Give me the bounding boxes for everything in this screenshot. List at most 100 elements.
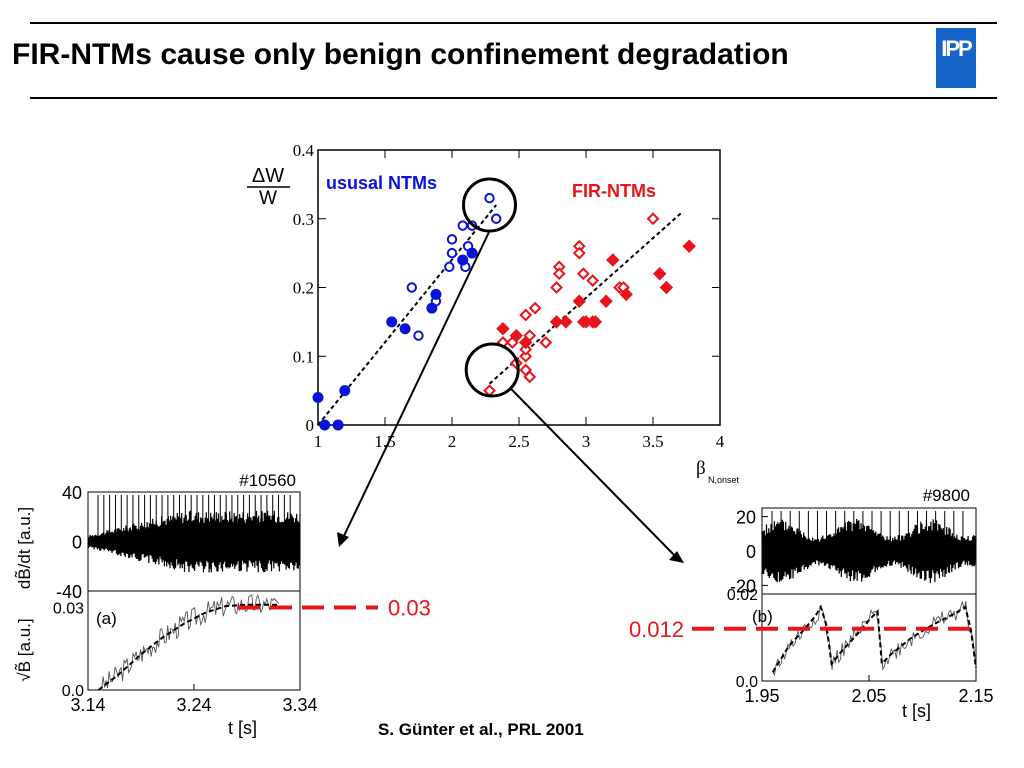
- ipp-logo: IPP: [936, 28, 976, 88]
- filled-diamond-point: [682, 239, 696, 253]
- top-y-tick-label: 0: [746, 542, 756, 562]
- y-axis-label-denominator: W: [259, 188, 277, 209]
- arrow-to-panel-a: [341, 230, 491, 541]
- top-y-tick-label: -40: [56, 582, 82, 602]
- amplitude-fit-curve: [97, 603, 279, 691]
- open-circle-point: [446, 234, 458, 245]
- highlight-circle: [464, 342, 520, 398]
- x-tick-label: 2.5: [508, 432, 529, 451]
- bottom-y-tick-label: 0.03: [53, 601, 84, 618]
- open-circle-point: [466, 220, 478, 231]
- x-axis-label-beta: β: [696, 458, 706, 479]
- open-diamond-point: [496, 336, 510, 349]
- filled-diamond-point: [588, 315, 603, 329]
- bottom-y-tick-label: 0.0: [62, 683, 84, 700]
- filled-circle-point: [466, 247, 478, 259]
- open-circle-point: [446, 247, 458, 259]
- highlight-circle: [462, 177, 518, 233]
- y-tick-label: 0.1: [293, 347, 314, 366]
- fluctuation-trace: [87, 510, 301, 573]
- x-tick-label: 3.24: [176, 695, 211, 715]
- y-tick-label: 0.3: [293, 210, 314, 229]
- filled-diamond-point: [599, 294, 613, 308]
- open-circle-point: [484, 192, 495, 204]
- y-tick-label: 0.4: [293, 141, 315, 160]
- x-tick-label: 2: [448, 432, 457, 451]
- top-panel-frame: [87, 491, 301, 592]
- open-diamond-point: [519, 342, 533, 356]
- arrow-to-panel-b: [509, 387, 679, 560]
- filled-diamond-point: [572, 294, 587, 308]
- panel-b-xlabel: t [s]: [902, 701, 931, 721]
- open-diamond-point: [519, 308, 533, 322]
- x-tick-label: 3.14: [70, 695, 105, 715]
- open-diamond-point: [505, 336, 519, 349]
- open-circle-point: [444, 261, 455, 273]
- filled-diamond-point: [619, 287, 633, 302]
- x-tick-label: 1: [314, 432, 323, 451]
- scatter-plot-frame: [317, 149, 721, 426]
- y-axis-label-numerator: ΔW: [252, 165, 284, 187]
- panel-a-plot: 400-400.030.03.14 3.24 3.340.03: [53, 483, 431, 715]
- open-circle-point: [462, 241, 474, 252]
- open-diamond-point: [483, 384, 496, 398]
- open-diamond-point: [646, 212, 660, 226]
- bottom-y-tick-label: 0.0: [736, 674, 758, 691]
- bottom-y-tick-label: 0.02: [727, 587, 758, 604]
- page-title: FIR-NTMs cause only benign confinement d…: [12, 38, 789, 71]
- filled-circle-point: [399, 323, 411, 335]
- x-tick-label: 2.15: [958, 686, 993, 706]
- amplitude-fit-curve: [771, 604, 977, 673]
- fluctuation-trace: [761, 518, 977, 584]
- open-diamond-point: [528, 301, 542, 315]
- open-diamond-point: [606, 253, 620, 267]
- top-panel-frame: [761, 507, 977, 595]
- x-tick-label: 2.05: [851, 686, 886, 706]
- open-diamond-point: [576, 267, 590, 281]
- filled-circle-point: [457, 254, 469, 266]
- filled-diamond-point: [579, 315, 593, 329]
- x-tick-label: 1.95: [744, 686, 779, 706]
- open-diamond-point: [617, 281, 630, 294]
- open-diamond-point: [550, 281, 563, 294]
- logo-text: IPP: [941, 36, 972, 61]
- filled-diamond-point: [549, 315, 564, 329]
- x-tick-label: 1.5: [374, 432, 395, 451]
- panel-a-label: (a): [96, 609, 117, 628]
- legend-fir-ntms: FIR-NTMs: [572, 181, 656, 201]
- fit-line: [317, 204, 497, 426]
- filled-diamond-point: [496, 322, 510, 336]
- fit-line: [488, 211, 684, 385]
- filled-diamond-point: [585, 315, 600, 329]
- panel-b-label: (b): [752, 607, 773, 626]
- open-circle-point: [430, 296, 442, 307]
- citation: S. Günter et al., PRL 2001: [378, 720, 584, 739]
- arrowhead-panel-b: [669, 551, 684, 563]
- open-diamond-point: [519, 363, 533, 377]
- open-diamond-point: [523, 329, 537, 343]
- x-tick-label: 3.34: [282, 695, 317, 715]
- filled-diamond-point: [659, 280, 674, 295]
- x-tick-label: 3: [582, 432, 591, 451]
- open-diamond-point: [523, 370, 537, 384]
- arrowhead-panel-a: [337, 532, 349, 547]
- panel-a-shot-number: #10560: [239, 471, 296, 490]
- open-diamond-point: [552, 267, 566, 281]
- filled-diamond-point: [606, 253, 620, 267]
- open-circle-point: [491, 213, 502, 224]
- open-diamond-point: [576, 315, 590, 329]
- top-y-tick-label: -20: [730, 576, 756, 596]
- y-tick-label: 0.2: [293, 279, 314, 298]
- filled-diamond-point: [509, 328, 524, 343]
- panel-a-top-ylabel: dB̃/dt [a.u.]: [14, 507, 34, 589]
- open-circle-point: [460, 261, 471, 273]
- panel-b-plot: 20 0 -200.02 0.01.95 2.05 2.15 0.012: [629, 507, 994, 706]
- filled-diamond-point: [652, 267, 667, 281]
- scatter-plot: 1 1.5 2 2.5 3 3.5 4 0 0.1 0.2 0.3 0.4: [293, 141, 725, 563]
- title-underline: [30, 97, 997, 99]
- filled-circle-point: [319, 419, 331, 431]
- top-y-tick-label: 40: [62, 483, 82, 503]
- filled-circle-point: [332, 419, 344, 431]
- top-rule: [30, 22, 997, 24]
